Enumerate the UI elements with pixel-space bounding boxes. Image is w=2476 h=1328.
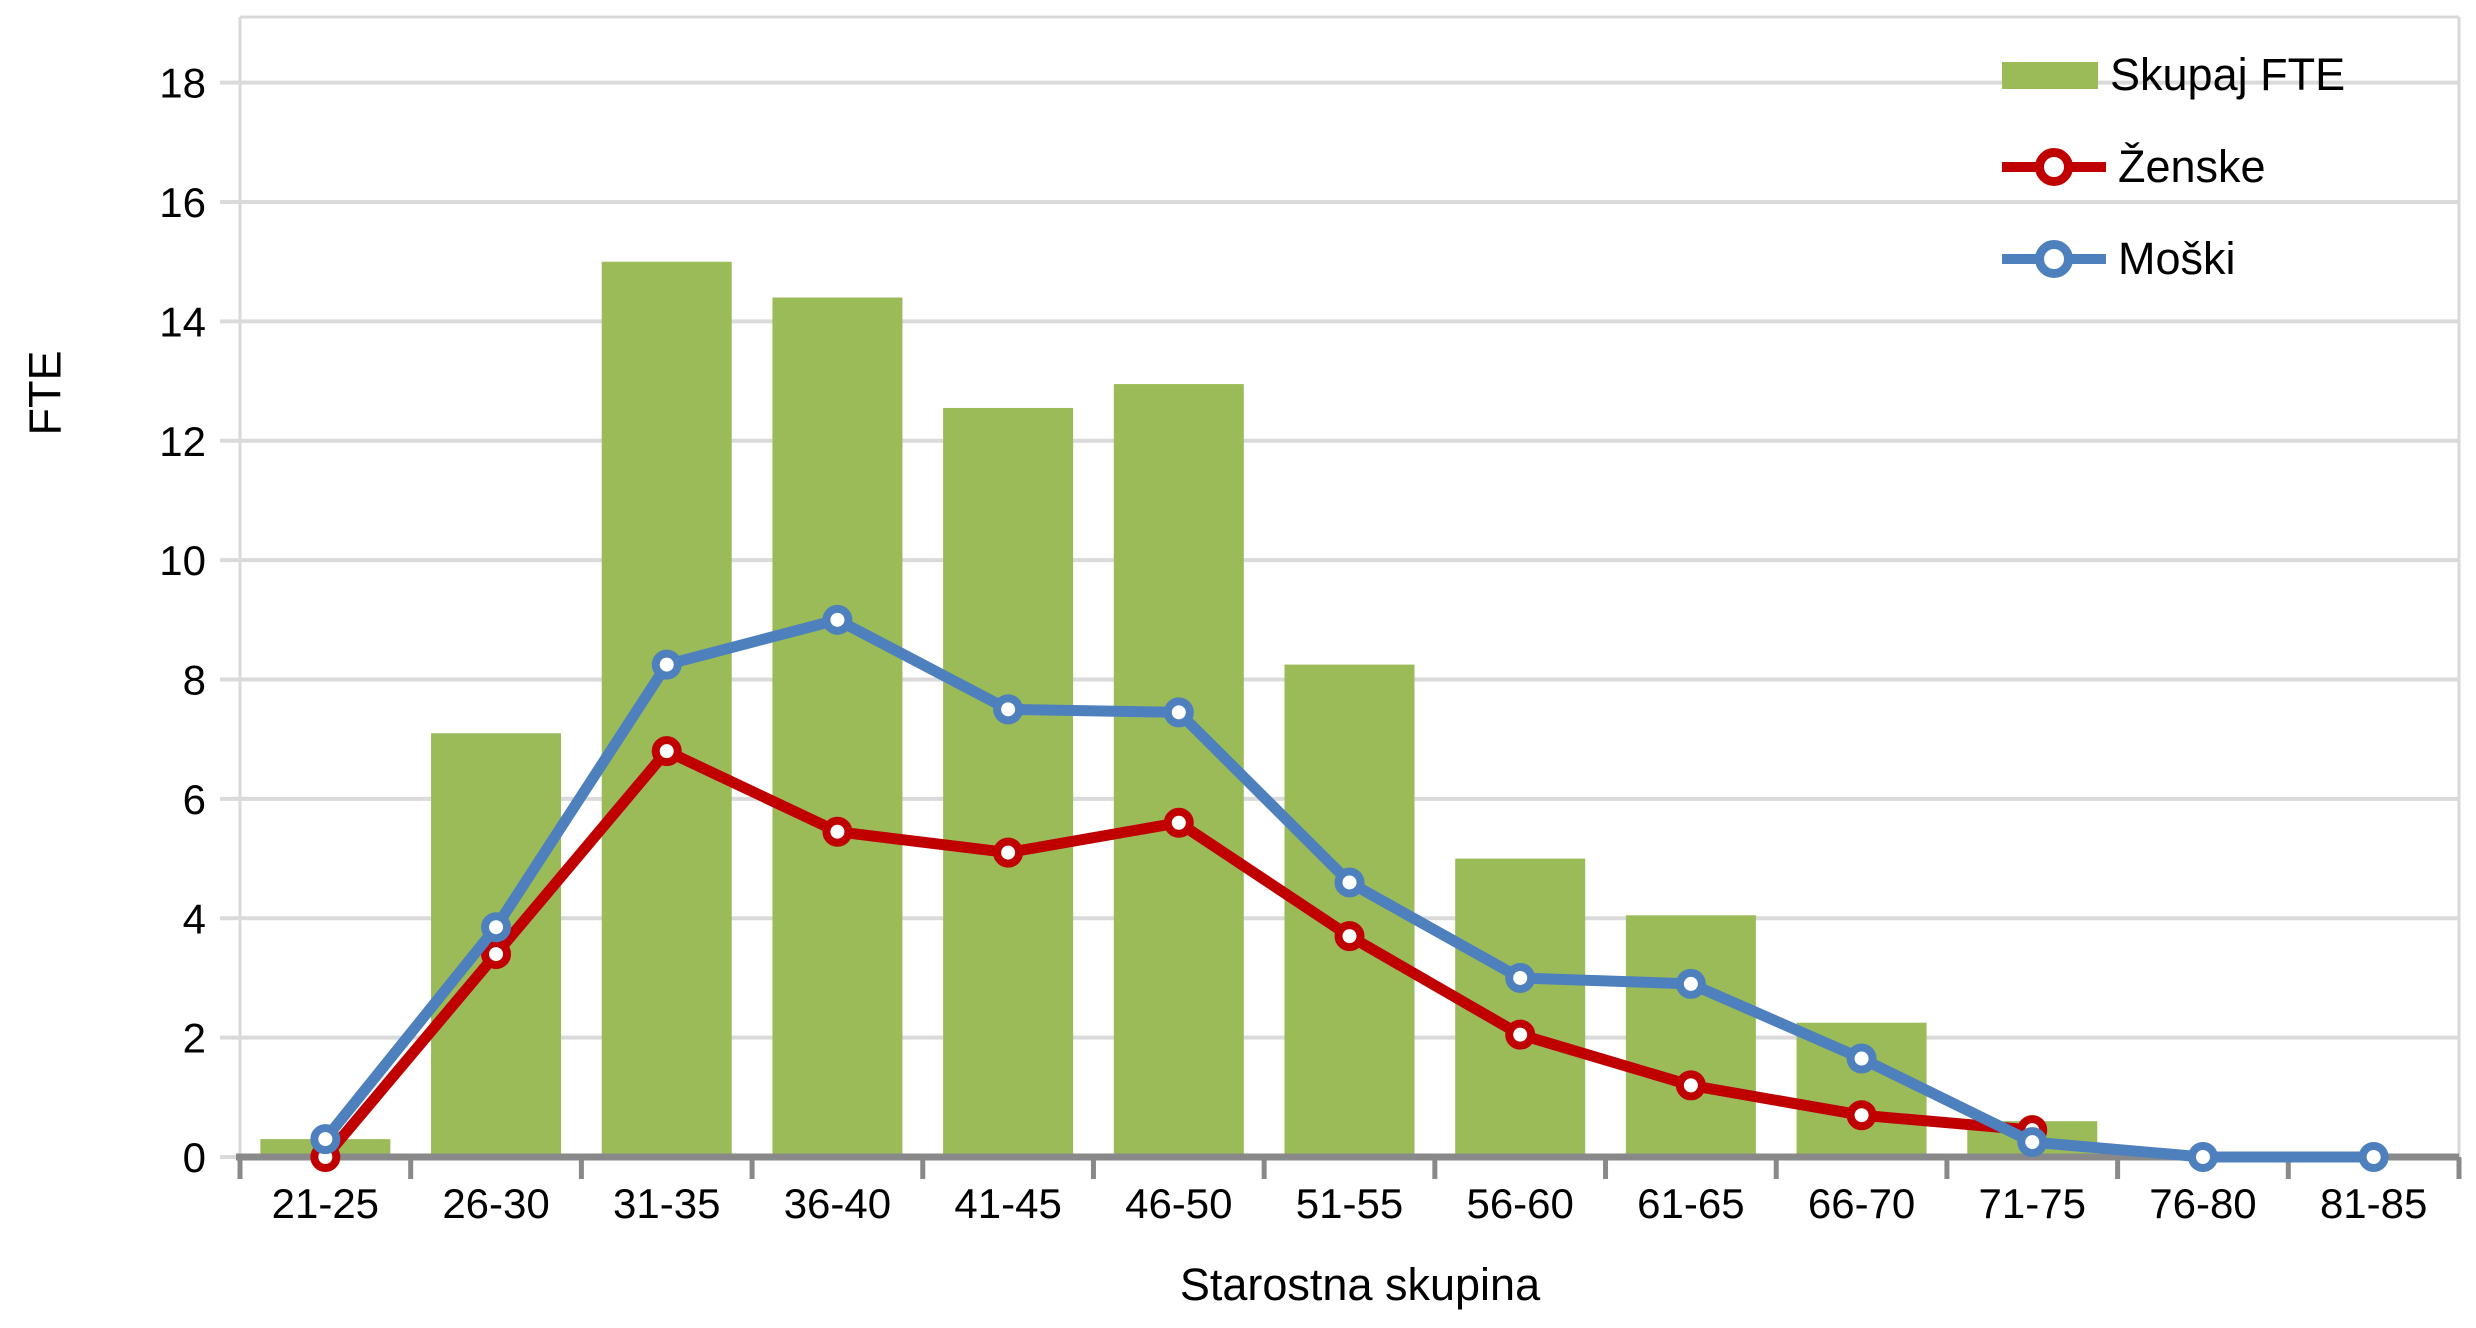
y-tick-label: 0 — [183, 1134, 206, 1181]
marker-moški-76-80 — [2187, 1142, 2218, 1172]
legend-label: Moški — [2118, 233, 2236, 284]
x-tick-label: 36-40 — [784, 1180, 891, 1227]
x-tick-label: 66-70 — [1808, 1180, 1915, 1227]
marker-ženske-56-60 — [1505, 1019, 1536, 1050]
marker-moški-36-40 — [822, 604, 853, 635]
marker-ženske-66-70 — [1846, 1100, 1877, 1131]
bar-swatch-icon — [2002, 61, 2098, 89]
marker-moški-21-25 — [310, 1124, 341, 1155]
bar-61-65 — [1625, 915, 1756, 1157]
bar-46-50 — [1113, 384, 1244, 1157]
marker-ženske-51-55 — [1334, 921, 1365, 952]
bar-31-35 — [601, 261, 732, 1157]
line-marker-swatch-icon — [2002, 148, 2106, 186]
marker-moški-66-70 — [1846, 1043, 1877, 1074]
x-tick-label: 61-65 — [1637, 1180, 1744, 1227]
y-tick-label: 6 — [183, 776, 206, 823]
y-tick-label: 18 — [159, 60, 206, 107]
legend-item-skupaj-fte: Skupaj FTE — [2002, 29, 2345, 121]
x-axis-title: Starostna skupina — [1180, 1259, 1541, 1310]
marker-moški-56-60 — [1505, 962, 1536, 993]
marker-moški-61-65 — [1675, 968, 1706, 999]
marker-moški-71-75 — [2017, 1127, 2048, 1158]
legend-item-moski: Moški — [2002, 213, 2345, 305]
legend: Skupaj FTE Ženske Moški — [2002, 29, 2345, 305]
y-tick-label: 2 — [183, 1015, 206, 1062]
marker-moški-81-85 — [2358, 1142, 2389, 1172]
y-axis-title: FTE — [20, 351, 71, 436]
x-tick-label: 71-75 — [1979, 1180, 2086, 1227]
x-tick-label: 41-45 — [954, 1180, 1061, 1227]
marker-ženske-61-65 — [1675, 1070, 1706, 1101]
x-tick-label: 56-60 — [1466, 1180, 1573, 1227]
line-marker-swatch-icon — [2002, 240, 2106, 278]
y-tick-label: 14 — [159, 298, 206, 345]
marker-moški-31-35 — [651, 649, 682, 680]
marker-ženske-36-40 — [822, 816, 853, 847]
open-circle-marker-icon — [2035, 240, 2073, 278]
bar-36-40 — [772, 297, 903, 1157]
marker-ženske-26-30 — [481, 939, 512, 970]
marker-ženske-46-50 — [1163, 807, 1194, 838]
x-tick-label: 21-25 — [272, 1180, 379, 1227]
y-tick-label: 12 — [159, 418, 206, 465]
y-tick-label: 8 — [183, 657, 206, 704]
x-tick-label: 46-50 — [1125, 1180, 1232, 1227]
y-tick-label: 4 — [183, 895, 206, 942]
x-tick-label: 76-80 — [2149, 1180, 2256, 1227]
marker-moški-46-50 — [1163, 697, 1194, 728]
bar-41-45 — [943, 407, 1074, 1158]
open-circle-marker-icon — [2035, 148, 2073, 186]
x-tick-label: 81-85 — [2320, 1180, 2427, 1227]
x-tick-label: 26-30 — [442, 1180, 549, 1227]
x-tick-label: 51-55 — [1296, 1180, 1403, 1227]
plot-layer: 0 2 4 6 8 10 12 14 16 18 21-25 26-30 31-35 36-40 41-45… — [159, 15, 2462, 1227]
marker-moški-26-30 — [481, 912, 512, 943]
y-tick-label: 10 — [159, 537, 206, 584]
marker-moški-51-55 — [1334, 867, 1365, 898]
legend-item-zenske: Ženske — [2002, 121, 2345, 213]
y-tick-label: 16 — [159, 179, 206, 226]
x-tick-label: 31-35 — [613, 1180, 720, 1227]
marker-ženske-31-35 — [651, 736, 682, 767]
legend-label: Ženske — [2118, 141, 2266, 192]
marker-ženske-41-45 — [993, 837, 1024, 868]
legend-label: Skupaj FTE — [2110, 49, 2346, 100]
marker-moški-41-45 — [993, 694, 1024, 725]
